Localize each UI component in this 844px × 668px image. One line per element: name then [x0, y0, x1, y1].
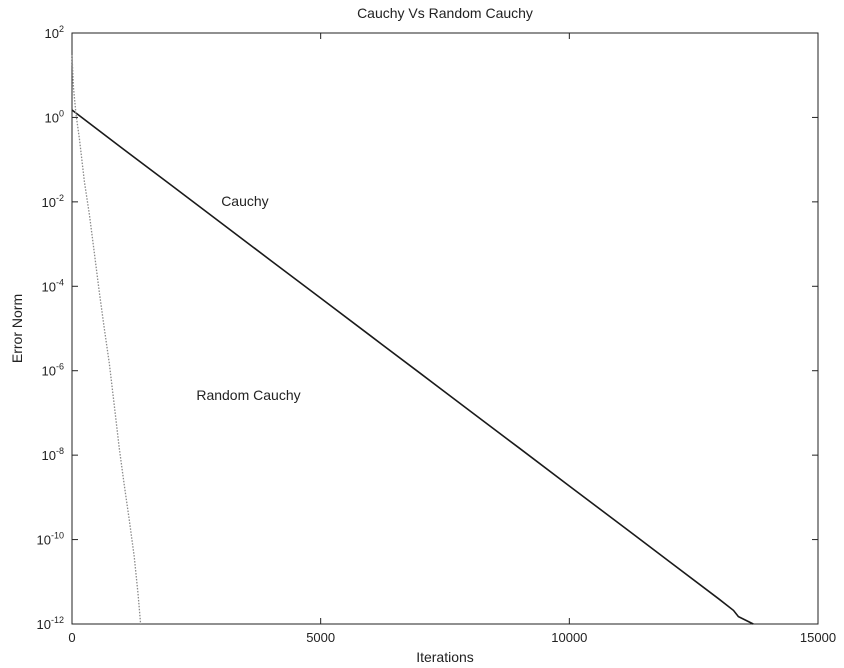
x-axis-title: Iterations [416, 649, 474, 665]
y-axis: 10-12 10-10 10-8 10-6 10-4 10-2 100 102 [37, 24, 818, 632]
x-axis: 0 5000 10000 15000 [68, 33, 836, 645]
series-annotation-label: Cauchy [221, 193, 268, 209]
x-tick-label: 10000 [551, 630, 587, 645]
series-line-random-cauchy [71, 55, 142, 625]
y-tick-label: 10-8 [42, 446, 64, 463]
series-annotation-label: Random Cauchy [196, 387, 300, 403]
x-tick-label: 0 [68, 630, 75, 645]
annotation-layer: Cauchy Random Cauchy [196, 193, 300, 403]
y-tick-label: 100 [45, 108, 64, 125]
y-tick-label: 10-10 [37, 531, 64, 548]
y-tick-label: 10-6 [42, 362, 64, 379]
chart-title: Cauchy Vs Random Cauchy [357, 5, 533, 21]
y-tick-label: 10-12 [37, 615, 64, 632]
y-tick-label: 10-2 [42, 193, 64, 210]
series-layer [71, 55, 754, 625]
y-tick-label: 10-4 [42, 277, 64, 294]
x-tick-label: 5000 [306, 630, 335, 645]
series-line-cauchy [71, 109, 754, 625]
plot-area-frame [71, 32, 819, 625]
x-tick-label: 15000 [800, 630, 836, 645]
y-axis-title: Error Norm [9, 294, 25, 363]
y-tick-label: 102 [45, 24, 64, 41]
